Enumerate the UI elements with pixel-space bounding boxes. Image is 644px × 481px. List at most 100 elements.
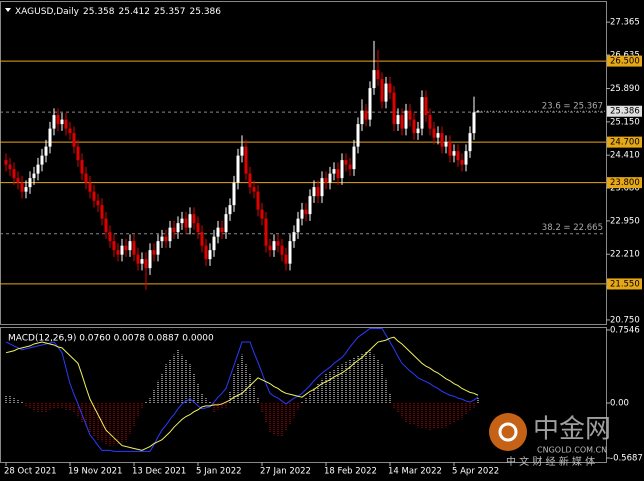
- level-box: [607, 278, 642, 290]
- header-open: 25.358: [83, 7, 115, 17]
- x-tick-label: 5 Apr 2022: [452, 467, 499, 477]
- y-tick-label: 25.150: [610, 117, 640, 127]
- y-tick-label: 23.680: [610, 184, 640, 194]
- fib-label: 38.2 = 22.665: [542, 223, 603, 233]
- candle-body: [128, 241, 132, 251]
- candle-body: [132, 241, 136, 255]
- candle-body: [416, 128, 420, 134]
- candle-body: [360, 110, 364, 125]
- candle-body: [412, 119, 416, 134]
- candle-body: [320, 178, 324, 197]
- candle-body: [56, 115, 60, 125]
- candle-body: [264, 218, 268, 246]
- candle-body: [364, 110, 368, 120]
- candle-body: [12, 169, 16, 179]
- candle-body: [40, 155, 44, 165]
- candle-body: [84, 173, 88, 183]
- candle-body: [280, 245, 284, 255]
- candle-body: [64, 119, 68, 129]
- macd-title: MACD(12,26,9) 0.0760 0.0078 0.0887 0.000…: [8, 334, 214, 344]
- candle-body: [456, 151, 460, 161]
- candle-body: [428, 115, 432, 129]
- candle-body: [464, 151, 468, 165]
- candle-body: [164, 236, 168, 242]
- candle-body: [8, 164, 12, 170]
- candle-body: [448, 142, 452, 156]
- candle-body: [16, 178, 20, 183]
- candle-body: [324, 178, 328, 183]
- candle-body: [332, 169, 336, 174]
- candle-body: [424, 97, 428, 116]
- candle-body: [92, 191, 96, 201]
- candle-body: [208, 250, 212, 260]
- candle-body: [348, 164, 352, 170]
- candle-body: [228, 205, 232, 215]
- candle-body: [384, 83, 388, 102]
- candle-body: [108, 232, 112, 242]
- candle-body: [432, 128, 436, 138]
- candle-body: [312, 187, 316, 197]
- candle-body: [32, 173, 36, 179]
- candle-body: [180, 218, 184, 224]
- y-tick-label: 22.210: [610, 250, 640, 260]
- candle-body: [436, 133, 440, 138]
- candle-body: [408, 110, 412, 120]
- chart-header: XAGUSD,Daily 25.358 25.412 25.357 25.386: [15, 7, 221, 17]
- candle-body: [36, 164, 40, 174]
- x-tick-label: 28 Oct 2021: [4, 467, 57, 477]
- candle-body: [184, 218, 188, 228]
- level-label: 26.500: [610, 57, 640, 67]
- header-low: 25.357: [154, 7, 186, 17]
- candle-body: [24, 187, 28, 192]
- candle-body: [140, 259, 144, 264]
- level-box: [607, 177, 642, 189]
- candle-body: [376, 70, 380, 80]
- candle-body: [104, 218, 108, 233]
- dropdown-arrow: [5, 8, 11, 12]
- candle-body: [308, 196, 312, 215]
- candle-body: [20, 182, 24, 192]
- x-tick-label: 5 Jan 2022: [196, 467, 242, 477]
- y-tick-label: 25.890: [610, 84, 640, 94]
- candle-body: [372, 70, 376, 89]
- candle-body: [80, 160, 84, 174]
- candle-body: [188, 214, 192, 228]
- candle-body: [292, 232, 296, 242]
- candle-body: [52, 115, 56, 129]
- candle-body: [60, 119, 64, 125]
- current-price-label: 25.386: [610, 107, 640, 117]
- candle-body: [196, 223, 200, 233]
- watermark-slogan: 中 文 财 经 新 媒 体: [506, 455, 595, 468]
- candle-body: [388, 83, 392, 93]
- level-box: [607, 136, 642, 148]
- candle-body: [476, 111, 480, 113]
- candle-body: [260, 209, 264, 219]
- candle-body: [444, 142, 448, 147]
- candle-body: [304, 209, 308, 215]
- y-tick-label: 20.750: [610, 315, 640, 325]
- candle-body: [192, 214, 196, 224]
- candle-body: [468, 133, 472, 152]
- candle-body: [68, 128, 72, 134]
- candle-body: [136, 254, 140, 264]
- price-panel-frame: [0, 1, 607, 325]
- y-tick-label: 22.950: [610, 216, 640, 226]
- candle-body: [220, 227, 224, 233]
- candle-body: [200, 232, 204, 246]
- candle-body: [400, 115, 404, 129]
- candle-body: [256, 191, 260, 210]
- macd-line: [5, 328, 479, 452]
- candle-body: [352, 146, 356, 170]
- header-close: 25.386: [190, 7, 222, 17]
- x-tick-label: 19 Nov 2021: [68, 467, 122, 477]
- candle-body: [356, 124, 360, 147]
- macd-panel-frame: [0, 327, 607, 463]
- candle-body: [28, 178, 32, 188]
- x-tick-label: 13 Dec 2021: [132, 467, 186, 477]
- candle-body: [156, 241, 160, 255]
- candle-body: [124, 245, 128, 251]
- candle-body: [268, 245, 272, 251]
- candle-body: [172, 227, 176, 233]
